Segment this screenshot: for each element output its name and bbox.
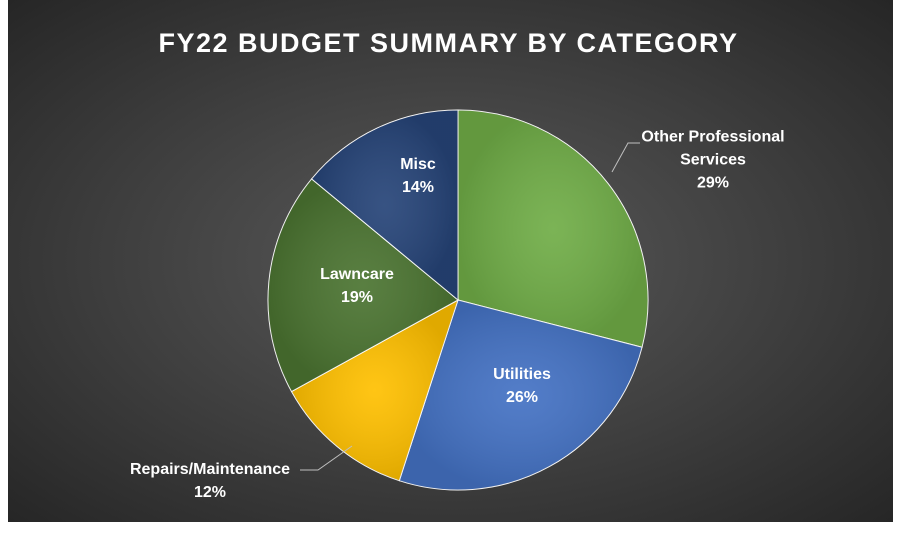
value-label: 19%	[340, 289, 374, 306]
category-label: Misc	[400, 156, 436, 173]
data-label: Misc 14%	[368, 153, 468, 199]
data-label: Utilities 26%	[462, 363, 582, 409]
category-label: Utilities	[493, 366, 551, 383]
leader-line	[611, 142, 640, 173]
leader-line	[300, 445, 353, 471]
category-label: Other Professional Services	[641, 128, 785, 169]
value-label: 12%	[193, 484, 227, 501]
value-label: 29%	[696, 174, 730, 192]
value-label: 14%	[401, 179, 435, 196]
category-label: Lawncare	[320, 266, 394, 283]
chart-title: FY22 BUDGET SUMMARY BY CATEGORY	[158, 28, 739, 58]
data-label: Other Professional Services 29%	[628, 126, 798, 195]
data-label: Repairs/Maintenance 12%	[110, 458, 310, 504]
value-label: 26%	[505, 389, 539, 406]
category-label: Repairs/Maintenance	[129, 461, 291, 478]
data-label: Lawncare 19%	[297, 263, 417, 309]
